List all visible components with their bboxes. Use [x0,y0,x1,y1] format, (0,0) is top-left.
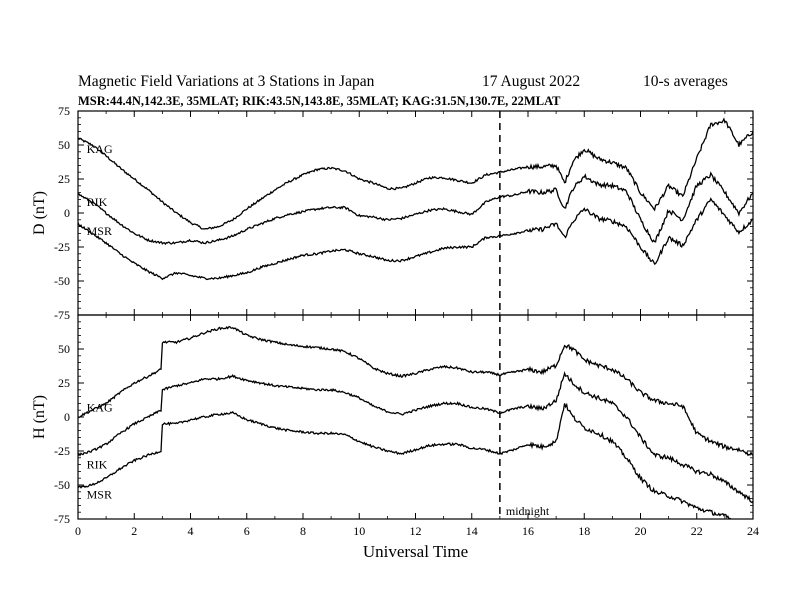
panel-2-xtick-label: 6 [244,524,250,538]
panel-1-ytick-label: 0 [64,206,70,220]
panel-1-ylabel: D (nT) [31,191,48,235]
panel-2-xtick-label: 12 [410,524,422,538]
panel-2-xtick-label: 4 [188,524,194,538]
panel-2-series-kag [78,325,753,457]
panel-1-frame [77,110,754,316]
panel-1-series-label-kag: KAG [87,142,113,156]
panel-2-xtick-label: 8 [300,524,306,538]
panel-2-xtick-label: 24 [747,524,759,538]
panel-2-midnight-label: midnight [506,504,550,518]
panel-2-xtick-label: 20 [635,524,647,538]
panel-1-ytick-label: -25 [54,240,70,254]
panel-2-xtick-label: 2 [131,524,137,538]
panel-2-series-rik [78,370,753,504]
averaging-label: 10-s averages [643,73,728,90]
panel-2-series-label-msr: MSR [87,488,112,502]
panel-2-ytick-label: -25 [54,444,70,458]
panel-1-ytick-label: -50 [54,274,70,288]
panel-1-ytick-label: 25 [58,172,70,186]
panel-2-xtick-label: 16 [522,524,534,538]
panel-1-ytick-label: 50 [58,138,70,152]
panel-2-xtick-label: 18 [578,524,590,538]
panel-2-xtick-label: 14 [466,524,478,538]
panel-1-ytick-label: 75 [58,104,70,118]
panel-2-series-label-kag: KAG [87,401,113,415]
panel-2-ytick-label: -50 [54,478,70,492]
panel-1-series-rik [78,171,753,246]
panel-2-series-label-rik: RIK [87,458,108,472]
panel-2-xtick-label: 22 [691,524,703,538]
panel-1-series-label-msr: MSR [87,224,112,238]
panel-2-xtick-label: 0 [75,524,81,538]
panel-2-frame [77,314,754,520]
panel-2-ytick-label: 0 [64,410,70,424]
panel-1-series-msr [78,197,753,281]
panel-2-ytick-label: 50 [58,342,70,356]
panel-2-xtick-label: 10 [353,524,365,538]
panel-2-xlabel: Universal Time [363,542,468,561]
panel-1-ytick-label: -75 [54,308,70,322]
panel-1-series-label-rik: RIK [87,195,108,209]
chart-date: 17 August 2022 [482,73,581,90]
panel-2-ylabel: H (nT) [31,395,48,439]
panel-2-ytick-label: 25 [58,376,70,390]
panel-2-series-msr [78,402,733,519]
station-info: MSR:44.4N,142.3E, 35MLAT; RIK:43.5N,143.… [78,94,561,108]
panel-1-series-kag [78,117,753,230]
panel-2-ytick-label: -75 [54,512,70,526]
chart-title: Magnetic Field Variations at 3 Stations … [78,73,375,90]
